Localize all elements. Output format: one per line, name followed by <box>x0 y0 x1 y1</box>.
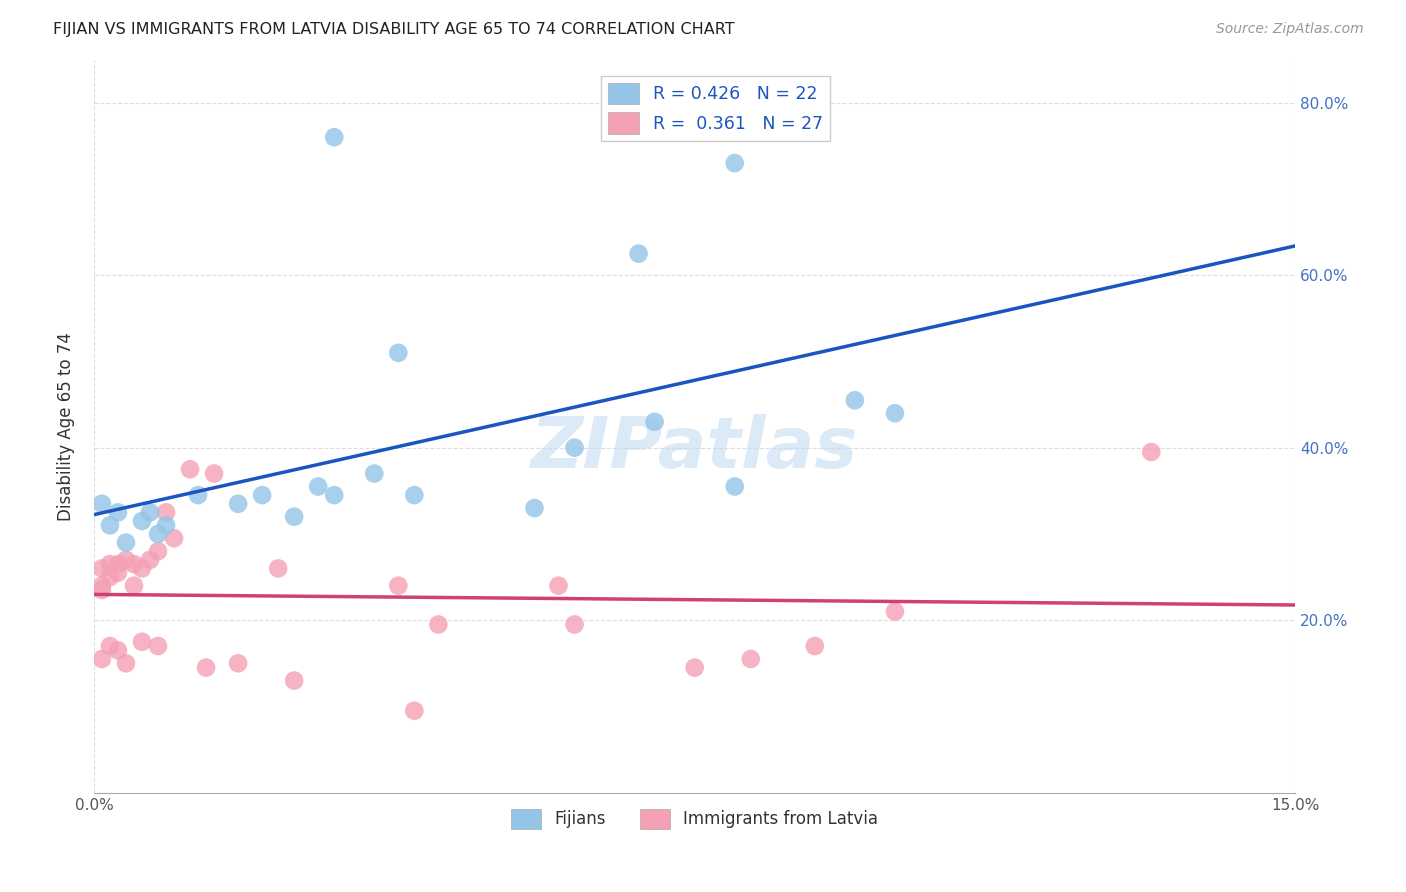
Point <box>179 462 201 476</box>
Point <box>307 479 329 493</box>
Text: ZIPatlas: ZIPatlas <box>531 414 859 483</box>
Point <box>387 346 409 360</box>
Point <box>323 130 346 145</box>
Point <box>387 579 409 593</box>
Point <box>250 488 273 502</box>
Point <box>644 415 666 429</box>
Point <box>740 652 762 666</box>
Point <box>91 561 114 575</box>
Point <box>404 488 426 502</box>
Point <box>564 617 586 632</box>
Point <box>115 535 138 549</box>
Point <box>683 660 706 674</box>
Point <box>627 246 650 260</box>
Point <box>427 617 450 632</box>
Point <box>283 509 305 524</box>
Point <box>107 557 129 571</box>
Point <box>884 406 907 420</box>
Point <box>1140 445 1163 459</box>
Point <box>98 570 121 584</box>
Text: FIJIAN VS IMMIGRANTS FROM LATVIA DISABILITY AGE 65 TO 74 CORRELATION CHART: FIJIAN VS IMMIGRANTS FROM LATVIA DISABIL… <box>53 22 735 37</box>
Point <box>131 634 153 648</box>
Point <box>146 544 169 558</box>
Point <box>523 501 546 516</box>
Point <box>98 557 121 571</box>
Y-axis label: Disability Age 65 to 74: Disability Age 65 to 74 <box>58 332 75 521</box>
Point <box>564 441 586 455</box>
Point <box>724 156 747 170</box>
Point <box>267 561 290 575</box>
Point <box>115 657 138 671</box>
Point <box>844 393 866 408</box>
Point <box>187 488 209 502</box>
Point <box>91 582 114 597</box>
Point <box>115 553 138 567</box>
Point <box>195 660 218 674</box>
Point <box>107 643 129 657</box>
Point <box>139 505 162 519</box>
Point <box>146 639 169 653</box>
Point <box>91 497 114 511</box>
Point <box>131 514 153 528</box>
Point <box>98 518 121 533</box>
Point <box>122 579 145 593</box>
Point <box>122 557 145 571</box>
Point <box>131 561 153 575</box>
Point <box>547 579 569 593</box>
Legend: Fijians, Immigrants from Latvia: Fijians, Immigrants from Latvia <box>505 802 884 836</box>
Point <box>107 566 129 580</box>
Point <box>91 652 114 666</box>
Point <box>107 505 129 519</box>
Point <box>98 639 121 653</box>
Point <box>724 479 747 493</box>
Point <box>139 553 162 567</box>
Point <box>155 505 177 519</box>
Point <box>226 497 249 511</box>
Point <box>163 531 186 545</box>
Point <box>283 673 305 688</box>
Point <box>155 518 177 533</box>
Point <box>226 657 249 671</box>
Text: Source: ZipAtlas.com: Source: ZipAtlas.com <box>1216 22 1364 37</box>
Point <box>884 605 907 619</box>
Point <box>363 467 385 481</box>
Point <box>323 488 346 502</box>
Point <box>404 704 426 718</box>
Point <box>804 639 827 653</box>
Point <box>202 467 225 481</box>
Point <box>146 527 169 541</box>
Point <box>91 579 114 593</box>
